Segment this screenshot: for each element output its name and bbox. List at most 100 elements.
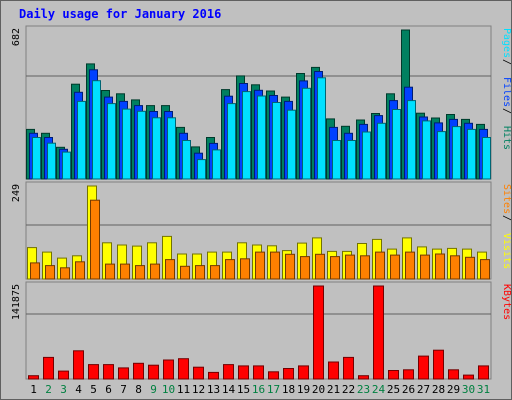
panel-frame — [25, 281, 492, 380]
bar-sites-day-27 — [420, 254, 430, 280]
legend-separator: / — [501, 108, 511, 114]
x-tick-label: 25 — [387, 383, 400, 396]
x-tick-label: 12 — [192, 383, 205, 396]
x-tick-label: 30 — [462, 383, 475, 396]
legend-files: Files — [501, 77, 511, 107]
bar-sites-day-13 — [210, 265, 220, 280]
bar-sites-day-16 — [255, 251, 265, 280]
bar-pages-day-9 — [152, 117, 161, 180]
bar-sites-day-12 — [195, 265, 205, 280]
bar-kbytes-day-2 — [43, 356, 54, 380]
bar-pages-day-5 — [92, 80, 101, 180]
x-tick-label: 11 — [177, 383, 190, 396]
bar-kbytes-day-28 — [433, 349, 444, 380]
bar-sites-day-28 — [435, 253, 445, 280]
bar-pages-day-24 — [377, 122, 386, 180]
bar-sites-day-26 — [405, 251, 415, 280]
bar-sites-day-30 — [465, 256, 475, 280]
x-tick-label: 14 — [222, 383, 236, 396]
legend-sites: Sites — [501, 184, 511, 214]
x-tick-label: 23 — [357, 383, 370, 396]
bar-kbytes-day-5 — [88, 364, 99, 380]
bar-sites-day-22 — [345, 254, 355, 280]
x-tick-label: 3 — [60, 383, 67, 396]
bar-kbytes-day-31 — [478, 365, 489, 380]
bar-sites-day-19 — [300, 256, 310, 280]
bar-pages-day-11 — [182, 140, 191, 180]
bar-pages-day-1 — [32, 137, 41, 180]
x-tick-label: 26 — [402, 383, 415, 396]
x-tick-label: 20 — [312, 383, 325, 396]
legend-separator: / — [501, 215, 511, 221]
x-tick-label: 10 — [162, 383, 175, 396]
bar-kbytes-day-30 — [463, 374, 474, 380]
bar-sites-day-7 — [120, 263, 130, 280]
bar-sites-day-17 — [270, 251, 280, 280]
bar-sites-day-20 — [315, 253, 325, 280]
bar-sites-day-31 — [480, 259, 490, 280]
bar-sites-day-1 — [30, 262, 40, 280]
bar-sites-day-21 — [330, 256, 340, 280]
bar-kbytes-day-9 — [148, 364, 159, 380]
bar-pages-day-6 — [107, 103, 116, 180]
legend-visits: Visits — [501, 233, 511, 269]
x-tick-label: 21 — [327, 383, 340, 396]
x-tick-label: 22 — [342, 383, 355, 396]
bar-sites-day-9 — [150, 263, 160, 280]
bar-kbytes-day-26 — [403, 369, 414, 380]
bar-pages-day-23 — [362, 131, 371, 180]
x-tick-label: 19 — [297, 383, 310, 396]
bar-pages-day-13 — [212, 149, 221, 180]
x-tick-label: 7 — [120, 383, 127, 396]
x-tick-label: 27 — [417, 383, 430, 396]
bar-sites-day-14 — [225, 259, 235, 280]
bar-pages-day-29 — [452, 126, 461, 180]
bar-kbytes-day-14 — [223, 364, 234, 380]
bar-pages-day-7 — [122, 108, 131, 180]
x-tick-label: 5 — [90, 383, 97, 396]
x-tick-label: 17 — [267, 383, 280, 396]
bar-pages-day-14 — [227, 103, 236, 180]
bar-pages-day-15 — [242, 91, 251, 180]
bar-kbytes-day-25 — [388, 370, 399, 380]
bar-sites-day-6 — [105, 263, 115, 280]
bar-kbytes-day-8 — [133, 362, 144, 380]
bar-kbytes-day-29 — [448, 369, 459, 380]
bar-kbytes-day-16 — [253, 365, 264, 380]
x-tick-label: 29 — [447, 383, 460, 396]
bar-pages-day-8 — [137, 110, 146, 180]
bar-sites-day-4 — [75, 261, 85, 280]
y-max-label: 682 — [11, 28, 22, 46]
bar-kbytes-day-1 — [28, 375, 39, 380]
legend-pages: Pages — [501, 28, 511, 58]
bar-pages-day-17 — [272, 102, 281, 180]
x-tick-label: 4 — [75, 383, 82, 396]
bar-sites-day-11 — [180, 265, 190, 280]
bar-sites-day-15 — [240, 258, 250, 280]
bar-kbytes-day-4 — [73, 350, 84, 380]
bar-kbytes-day-6 — [103, 364, 114, 380]
bar-kbytes-day-22 — [343, 356, 354, 380]
bar-kbytes-day-15 — [238, 365, 249, 380]
x-tick-label: 13 — [207, 383, 220, 396]
legend-kbytes: KBytes — [501, 284, 511, 320]
x-tick-label: 31 — [477, 383, 490, 396]
y-max-label: 249 — [11, 184, 22, 202]
bar-sites-day-3 — [60, 267, 70, 280]
x-tick-label: 24 — [372, 383, 386, 396]
y-max-label: 141875 — [11, 284, 22, 320]
bar-kbytes-day-18 — [283, 368, 294, 380]
bar-sites-day-5 — [90, 199, 100, 280]
x-tick-label: 8 — [135, 383, 142, 396]
bar-pages-day-2 — [47, 142, 56, 180]
x-tick-label: 15 — [237, 383, 250, 396]
bar-sites-day-23 — [360, 255, 370, 280]
bar-pages-day-12 — [197, 159, 206, 180]
x-tick-label: 9 — [150, 383, 157, 396]
bar-pages-day-27 — [422, 120, 431, 180]
bar-sites-day-29 — [450, 255, 460, 280]
bar-sites-day-18 — [285, 253, 295, 280]
bar-pages-day-31 — [482, 137, 491, 180]
bar-pages-day-10 — [167, 117, 176, 180]
